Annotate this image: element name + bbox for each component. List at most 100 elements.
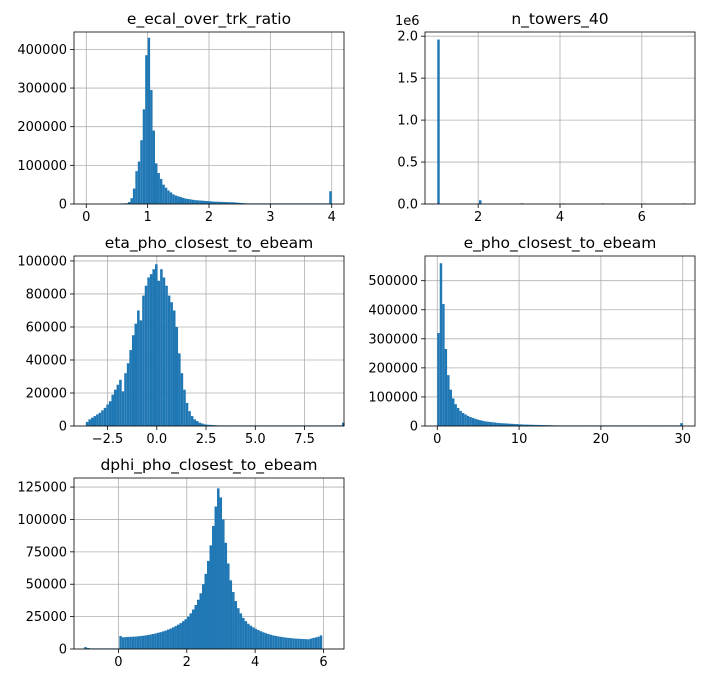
histogram-bar (218, 201, 222, 204)
histogram-bar (437, 39, 440, 204)
histogram-bar (456, 407, 460, 426)
histogram-bar (121, 391, 125, 426)
histogram-bar (530, 424, 533, 426)
y-tick-label: 0 (59, 643, 67, 658)
histogram-bar (162, 184, 165, 204)
histogram-bar (201, 423, 204, 426)
histogram-bar (167, 295, 171, 426)
histogram-bar (533, 424, 536, 426)
histogram-bar (209, 545, 213, 649)
x-tick-label: 5.0 (245, 432, 266, 447)
histogram-bar (535, 424, 538, 426)
histogram-bar (199, 200, 202, 204)
x-tick-label: 4 (328, 210, 336, 225)
histogram-bar (101, 410, 104, 426)
histogram-bar (164, 187, 168, 204)
histogram-bar (135, 171, 138, 204)
histogram-bar (145, 55, 148, 204)
histogram-bar (508, 423, 511, 426)
histogram-bar (212, 525, 215, 649)
histogram-bar (150, 89, 153, 204)
y-tick-label: 0 (59, 198, 67, 213)
histogram-bar (501, 423, 504, 426)
histogram-bar (479, 420, 482, 426)
histogram-bar (503, 423, 506, 426)
histogram-bar (189, 613, 192, 649)
histogram-bar (287, 637, 290, 649)
histogram-bar (242, 617, 245, 649)
y-tick-label: 100000 (17, 513, 67, 528)
subplot-title: e_ecal_over_trk_ratio (127, 10, 291, 29)
histogram-bar (474, 418, 477, 426)
histogram-bar (437, 333, 440, 426)
histogram-bar (498, 423, 502, 426)
histogram-bar (201, 584, 205, 649)
y-tick-label: 0 (410, 420, 418, 435)
panel-dphi-pho-closest-to-ebeam: 0 2 4 6 0 25000 50000 75000 100000 125000 dphi_pho… (17, 456, 345, 670)
histogram-bar (525, 424, 529, 426)
histogram-bar (342, 422, 345, 426)
histogram-bar (466, 415, 470, 426)
y-tick-label: 40000 (26, 353, 67, 368)
histogram-bar (166, 629, 170, 649)
y-tick-label: 1.5 (397, 72, 418, 87)
y-tick-label: 0.5 (397, 156, 418, 171)
histogram-bar (160, 269, 163, 426)
histogram-bar (294, 638, 298, 649)
histogram-bar (269, 634, 273, 649)
histogram-bar (131, 335, 135, 426)
histogram-bar (267, 633, 270, 649)
histogram-bar (513, 423, 516, 426)
histogram-bar (252, 627, 255, 649)
histogram-bar (103, 407, 107, 426)
histogram-bar (184, 619, 187, 649)
histogram-bar (488, 421, 492, 426)
histogram-bar (88, 419, 91, 426)
histogram-bar (121, 637, 125, 649)
histogram-bar (493, 422, 497, 426)
histogram-bar (317, 636, 320, 649)
histogram-bar (146, 635, 150, 649)
y-tick-label: 400000 (17, 43, 67, 58)
histogram-bar (222, 519, 225, 649)
histogram-bar (149, 634, 152, 649)
panel-eta-pho-closest-to-ebeam: −2.5 0.0 2.5 5.0 7.5 0 20000 40000 60000 80000 100… (17, 234, 345, 447)
x-tick-label: 0 (433, 432, 441, 447)
axes-frame (424, 255, 696, 427)
histogram-bar (154, 633, 157, 649)
histogram-bar (183, 389, 186, 426)
histogram-bar (528, 424, 531, 426)
y-tick-label: 400000 (368, 303, 418, 318)
histogram-bar (491, 422, 494, 426)
histogram-bar (299, 638, 303, 649)
histogram-bar (214, 506, 218, 649)
y-tick-label: 80000 (26, 287, 67, 302)
histogram-bar (170, 302, 173, 426)
histogram-bar (447, 375, 450, 426)
histogram-bar (124, 373, 127, 426)
histogram-bar (156, 632, 160, 649)
y-tick-label: 300000 (368, 332, 418, 347)
histogram-bar (190, 416, 194, 426)
x-tick-label: 20 (593, 432, 610, 447)
histogram-bar (149, 274, 153, 426)
histogram-bar (204, 573, 208, 649)
histogram-bar (176, 624, 180, 649)
histogram-bar (223, 202, 227, 204)
histogram-bar (137, 161, 141, 204)
histogram-bar (217, 488, 220, 649)
y-tick-label: 20000 (26, 386, 67, 401)
histogram-bar (172, 194, 175, 204)
panel-e-pho-closest-to-ebeam: 0 10 20 30 0 100000 200000 300000 400000 500000 e_… (368, 234, 696, 447)
x-tick-label: 2 (183, 655, 191, 670)
histogram-bar (108, 401, 112, 426)
histogram-bar (185, 402, 189, 426)
histogram-bar (452, 398, 455, 426)
histogram-bar (174, 626, 177, 649)
histogram-bar (459, 410, 462, 426)
histogram-bar (111, 394, 115, 426)
histogram-bar (274, 635, 278, 649)
x-tick-label: 2.5 (196, 432, 217, 447)
histogram-bar (680, 423, 683, 426)
